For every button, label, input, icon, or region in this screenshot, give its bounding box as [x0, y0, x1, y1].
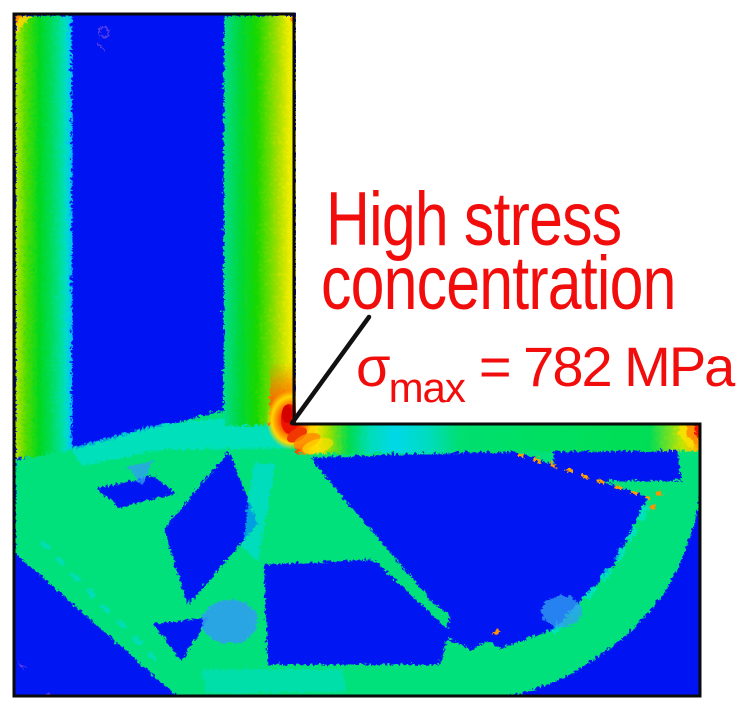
- annotation-line2: concentration: [321, 241, 676, 326]
- l-bracket-domain: [13, 13, 701, 697]
- light-blue-patch: [125, 458, 152, 484]
- top-left-corner-hot: [14, 14, 21, 22]
- hole-bottom-left: [14, 552, 184, 697]
- hole-top-right: [552, 441, 680, 479]
- sigma-symbol: σ: [356, 335, 391, 398]
- cyan-member-accent: [240, 462, 274, 560]
- right-stress-band: [222, 14, 294, 424]
- left-stress-band: [14, 14, 70, 456]
- light-blue-patch: [540, 594, 580, 626]
- annotation-sigma-line: σmax = 782 MPa: [356, 339, 735, 411]
- mesh-artifact: [96, 24, 108, 36]
- mesh-artifact: [15, 41, 163, 697]
- cyan-band-accent: [68, 414, 290, 464]
- cyan-bottom-accent: [200, 668, 345, 692]
- cyan-diagonal-accent: [38, 538, 162, 667]
- hole-tiny-left: [152, 616, 206, 660]
- sigma-subscript: max: [388, 364, 466, 411]
- hole-small-left: [95, 474, 174, 506]
- hole-mid-left: [162, 450, 256, 604]
- orange-speck: [655, 489, 661, 495]
- orange-speck: [649, 502, 655, 508]
- orange-speck-member: [515, 450, 649, 498]
- horizontal-arm-top-chord: [294, 420, 701, 452]
- light-blue-patch: [200, 598, 256, 642]
- hole-lower-mid: [262, 558, 448, 663]
- orange-speck: [492, 627, 498, 633]
- domain-border: [12, 12, 702, 698]
- sigma-value: = 782 MPa: [478, 335, 735, 398]
- annotation-line1: High stress: [326, 177, 622, 262]
- hole-pocket-right: [444, 582, 543, 648]
- leader-line: [289, 314, 372, 426]
- top-left-corner-accent: [14, 14, 30, 32]
